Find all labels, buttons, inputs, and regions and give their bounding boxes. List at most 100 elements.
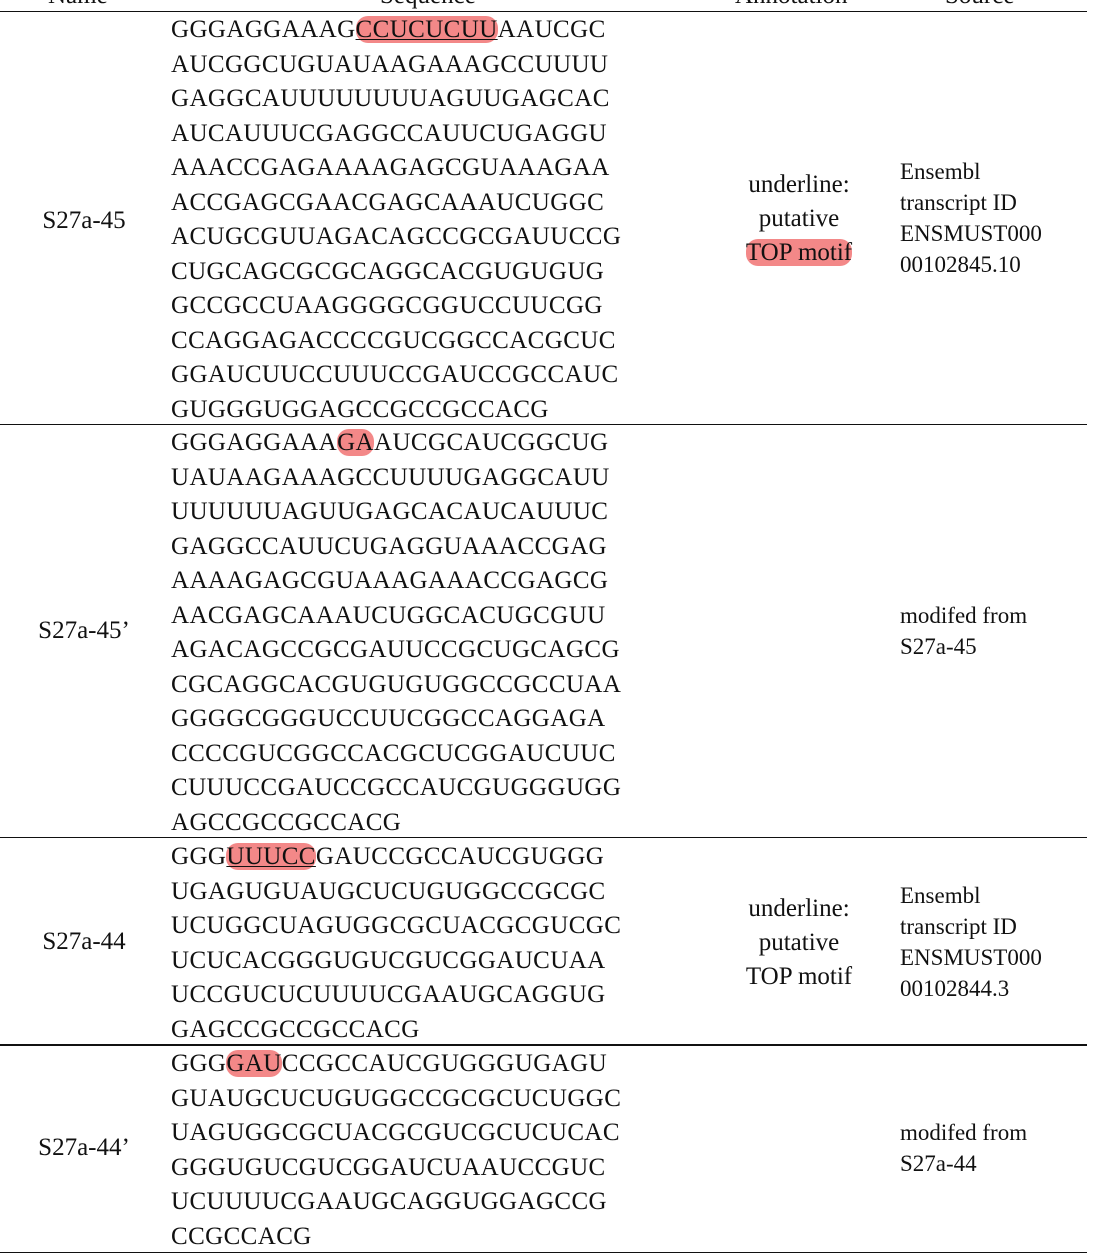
annotation-cell: underline: putative TOP motif <box>718 168 880 270</box>
sequence-line: CUGCAGCGCGCAGGCACGUGUGUG <box>171 255 711 290</box>
sequence-line: AACGAGCAAAUCUGGCACUGCGUU <box>171 599 711 634</box>
sequence-line: GUAUGCUCUGUGGCCGCGCUCUGGC <box>171 1082 711 1117</box>
sequence-line: AGACAGCCGCGAUUCCGCUGCAGCG <box>171 633 711 668</box>
sequence-text: GUGGGUGGAGCCGCCGCCACG <box>171 395 549 423</box>
sequence-text: UGAGUGUAUGCUCUGUGGCCGCGC <box>171 877 606 905</box>
sequence-text: GGGAGGAAA <box>171 429 338 456</box>
annotation-line: TOP motif <box>718 236 880 270</box>
sequence-text: AACGAGCAAAUCUGGCACUGCGUU <box>171 601 606 629</box>
table-row: S27a-45’ GGGAGGAAAGAAUCGCAUCGGCUG UAUAAGA… <box>0 426 1087 836</box>
annotation-highlight: TOP motif <box>745 239 853 266</box>
header-rule <box>0 11 1087 12</box>
sequence-cell: GGGUUUCCGAUCCGCCAUCGUGGG UGAGUGUAUGCUCUGU… <box>171 840 711 1047</box>
sequence-line: GCCGCCUAAGGGGCGGUCCUUCGG <box>171 289 711 324</box>
sequence-text: UCCGUCUCUUUUCGAAUGCAGGUG <box>171 981 606 1008</box>
table-row: S27a-44’ GGGGAUCCGCCAUCGUGGGUGAGU GUAUGCU… <box>0 1047 1087 1252</box>
sequence-line: AAACCGAGAAAAGAGCGUAAAGAA <box>171 151 711 186</box>
sequence-text: GCCGCCUAAGGGGCGGUCCUUCGG <box>171 292 603 319</box>
header-annotation: Annotation <box>735 0 848 10</box>
sequence-line: UAGUGGCGCUACGCGUCGCUCUCAC <box>171 1116 711 1151</box>
sequence-cell: GGGAGGAAAGAAUCGCAUCGGCUG UAUAAGAAAGCCUUUU… <box>171 426 711 840</box>
sequence-text: GGAUCUUCCUUUCCGAUCCGCCAUC <box>171 361 619 388</box>
annotation-line: putative <box>758 205 840 232</box>
sequence-text: CCGCCAUCGUGGGUGAGU <box>281 1050 608 1077</box>
sequence-line: UCUGGCUAGUGGCGCUACGCGUCGC <box>171 909 711 944</box>
sequence-line: UCUUUUCGAAUGCAGGUGGAGCCG <box>171 1185 711 1220</box>
row-divider <box>0 424 1087 425</box>
header-source: Source <box>945 0 1014 10</box>
sequence-text: GGGGCGGGUCCUUCGGCCAGGAGA <box>171 705 606 732</box>
source-line: modifed from <box>900 603 1028 628</box>
table-header: Name Sequence Annotation Source <box>0 0 1087 10</box>
sequence-line: GGGGCGGGUCCUUCGGCCAGGAGA <box>171 702 711 737</box>
sequence-line: UGAGUGUAUGCUCUGUGGCCGCGC <box>171 875 711 910</box>
sequence-line: AAAAGAGCGUAAAGAAACCGAGCG <box>171 564 711 599</box>
row-name: S27a-45 <box>42 207 126 234</box>
sequence-cell: GGGAGGAAAGCCUCUCUUAAUCGC AUCGGCUGUAUAAGAA… <box>171 13 711 427</box>
sequence-text: CCAGGAGACCCCGUCGGCCACGCUC <box>171 326 616 354</box>
source-line: S27a-45 <box>900 634 977 659</box>
sequence-text: GGG <box>171 843 227 870</box>
source-line: Ensembl <box>900 883 981 908</box>
sequence-text: ACCGAGCGAACGAGCAAAUCUGGC <box>171 188 605 216</box>
sequence-text: GAGCCGCCGCCACG <box>171 1015 420 1043</box>
sequence-text: AUCGCAUCGGCUG <box>374 429 609 456</box>
sequence-text: GAGGCCAUUCUGAGGUAAACCGAG <box>171 532 608 560</box>
sequence-text: UAUAAGAAAGCCUUUUGAGGCAUU <box>171 463 610 491</box>
sequence-line: CGCAGGCACGUGUGUGGCCGCCUAA <box>171 668 711 703</box>
sequence-text: UUUUUUAGUUGAGCACAUCAUUUC <box>171 498 609 525</box>
sequence-line: CCCCGUCGGCCACGCUCGGAUCUUC <box>171 737 711 772</box>
sequence-line: ACCGAGCGAACGAGCAAAUCUGGC <box>171 186 711 221</box>
sequence-highlight: CCUCUCUU <box>355 16 498 43</box>
table-row: S27a-45 GGGAGGAAAGCCUCUCUUAAUCGC AUCGGCUG… <box>0 13 1087 423</box>
source-line: transcript ID <box>900 190 1017 215</box>
sequence-text: UAGUGGCGCUACGCGUCGCUCUCAC <box>171 1119 620 1146</box>
sequence-text: CGCAGGCACGUGUGUGGCCGCCUAA <box>171 670 622 698</box>
sequence-line: AUCAUUUCGAGGCCAUUCUGAGGU <box>171 117 711 152</box>
sequence-line: GGAUCUUCCUUUCCGAUCCGCCAUC <box>171 358 711 393</box>
row-name: S27a-45’ <box>38 617 130 644</box>
sequence-line: GGGUGUCGUCGGAUCUAAUCCGUC <box>171 1151 711 1186</box>
source-line: S27a-44 <box>900 1151 977 1176</box>
sequence-text: AAUCGC <box>497 16 606 43</box>
sequence-text: GAUCCGCCAUCGUGGG <box>315 843 605 870</box>
table-row: S27a-44 GGGUUUCCGAUCCGCCAUCGUGGG UGAGUGUA… <box>0 840 1087 1043</box>
sequence-text: UCUUUUCGAAUGCAGGUGGAGCCG <box>171 1188 608 1215</box>
sequence-line: GUGGGUGGAGCCGCCGCCACG <box>171 393 711 428</box>
sequence-text: GGGAGGAAAG <box>171 16 356 43</box>
source-cell: Ensembl transcript ID ENSMUST000 0010284… <box>900 880 1087 1004</box>
source-line: transcript ID <box>900 914 1017 939</box>
sequence-text: GAGGCAUUUUUUUUAGUUGAGCAC <box>171 85 610 112</box>
sequence-line: UUUUUUAGUUGAGCACAUCAUUUC <box>171 495 711 530</box>
sequence-highlight: UUUCC <box>226 843 316 870</box>
sequence-line: UCCGUCUCUUUUCGAAUGCAGGUG <box>171 978 711 1013</box>
sequence-text: AGCCGCCGCCACG <box>171 808 402 836</box>
sequence-line: GGGGAUCCGCCAUCGUGGGUGAGU <box>171 1047 711 1082</box>
source-line: modifed from <box>900 1120 1028 1145</box>
sequence-line: CCAGGAGACCCCGUCGGCCACGCUC <box>171 324 711 359</box>
sequence-text: UCUGGCUAGUGGCGCUACGCGUCGC <box>171 912 622 939</box>
sequence-text: GUAUGCUCUGUGGCCGCGCUCUGGC <box>171 1084 622 1112</box>
row-name: S27a-44’ <box>38 1134 130 1161</box>
sequence-line: GAGGCAUUUUUUUUAGUUGAGCAC <box>171 82 711 117</box>
sequence-line: GGGAGGAAAGAAUCGCAUCGGCUG <box>171 426 711 461</box>
sequence-line: UCUCACGGGUGUCGUCGGAUCUAA <box>171 944 711 979</box>
header-sequence: Sequence <box>380 0 476 10</box>
sequence-text: AAAAGAGCGUAAAGAAACCGAGCG <box>171 567 609 594</box>
source-line: 00102844.3 <box>900 976 1010 1001</box>
source-line: Ensembl <box>900 159 981 184</box>
sequence-text: AAACCGAGAAAAGAGCGUAAAGAA <box>171 154 610 181</box>
table-bottom-rule <box>0 1252 1087 1253</box>
row-divider <box>0 837 1087 838</box>
annotation-line: TOP motif <box>745 963 853 990</box>
sequence-text: AGACAGCCGCGAUUCCGCUGCAGCG <box>171 636 620 663</box>
source-cell: Ensembl transcript ID ENSMUST000 0010284… <box>900 156 1087 280</box>
annotation-line: underline: <box>748 895 850 922</box>
source-cell: modifed from S27a-44 <box>900 1117 1087 1179</box>
header-name: Name <box>48 0 108 10</box>
sequence-line: GAGCCGCCGCCACG <box>171 1013 711 1048</box>
sequence-text: CCCCGUCGGCCACGCUCGGAUCUUC <box>171 739 616 767</box>
sequence-line: UAUAAGAAAGCCUUUUGAGGCAUU <box>171 461 711 496</box>
annotation-line: putative <box>758 929 840 956</box>
